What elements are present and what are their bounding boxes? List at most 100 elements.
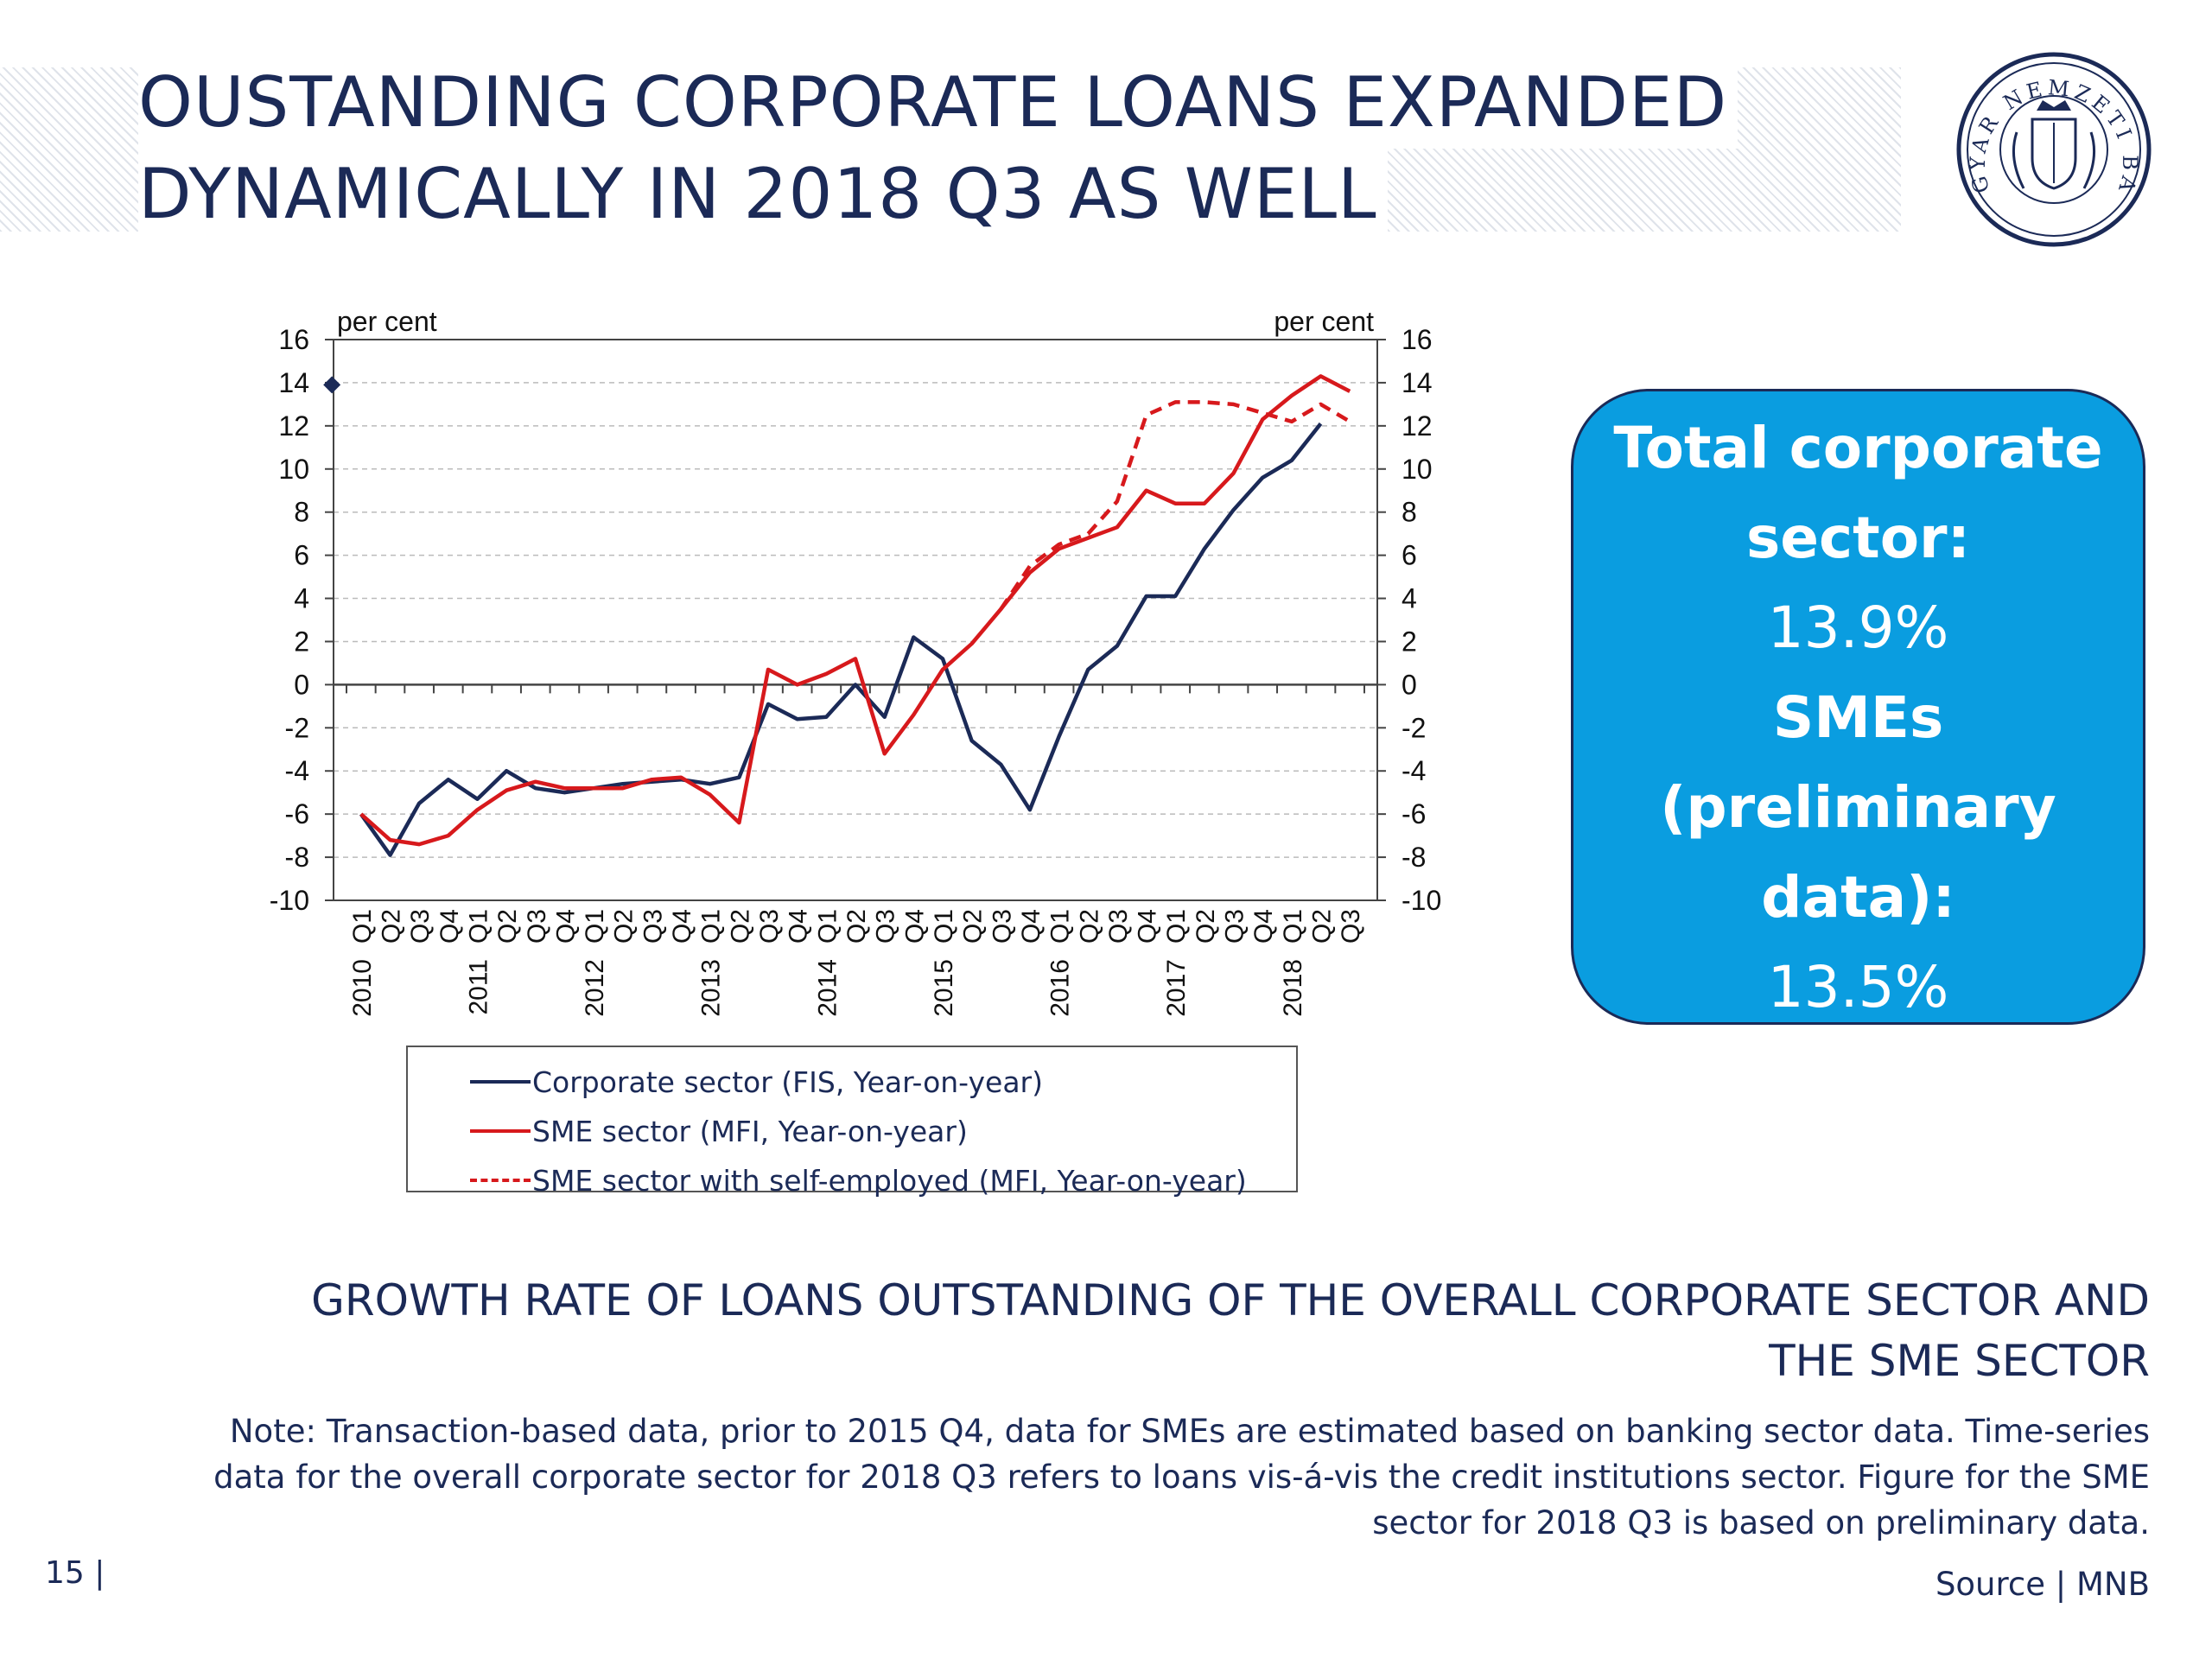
y-tick-label-right: 6	[1402, 540, 1417, 571]
chart-caption-line-1: GROWTH RATE OF LOANS OUTSTANDING OF THE …	[311, 1275, 2150, 1325]
x-tick-label-quarter: Q1	[930, 909, 958, 944]
x-tick-label-quarter: Q4	[668, 909, 696, 944]
x-tick-label-quarter: Q3	[988, 909, 1016, 944]
legend-label-sme: SME sector (MFI, Year-on-year)	[532, 1114, 968, 1148]
x-tick-label-quarter: Q3	[406, 909, 435, 944]
x-tick-label-quarter: Q1	[348, 909, 377, 944]
chart-note-line-1: Note: Transaction-based data, prior to 2…	[229, 1413, 2150, 1450]
x-tick-label-quarter: Q3	[1104, 909, 1133, 944]
legend-label-sme-self-employed: SME sector with self-employed (MFI, Year…	[532, 1163, 1247, 1198]
x-tick-label-quarter: Q4	[1134, 909, 1162, 944]
y-tick-label-left: 16	[278, 324, 309, 355]
y-tick-label-right: 14	[1402, 367, 1433, 398]
x-tick-label-quarter: Q3	[639, 909, 667, 944]
growth-rate-callout: Total corporate sector: 13.9% SMEs (prel…	[1571, 389, 2145, 1025]
x-tick-label-year: 2014	[813, 959, 842, 1017]
y-tick-label-right: 2	[1402, 626, 1417, 657]
y-axis-unit-right: per cent	[1274, 306, 1374, 337]
legend-item-sme-self-employed: SME sector with self-employed (MFI, Year…	[470, 1156, 1247, 1205]
y-tick-label-left: 2	[294, 626, 309, 657]
plot-frame	[333, 339, 1378, 901]
chart-legend: Corporate sector (FIS, Year-on-year) SME…	[406, 1046, 1298, 1198]
x-tick-label-quarter: Q4	[785, 909, 813, 944]
y-tick-label-right: -10	[1402, 885, 1441, 916]
page-title-line-1: OUSTANDING CORPORATE LOANS EXPANDED	[138, 57, 1738, 149]
y-tick-label-left: -4	[285, 755, 309, 786]
x-tick-label-year: 2011	[464, 959, 493, 1015]
chart-axes	[325, 339, 1386, 901]
y-axis-unit-left: per cent	[337, 306, 437, 337]
x-tick-label-quarter: Q4	[1017, 909, 1046, 944]
x-tick-label-quarter: Q1	[464, 909, 493, 944]
x-tick-label-year: 2013	[697, 959, 726, 1017]
x-tick-label-quarter: Q2	[493, 909, 522, 944]
callout-sme-label-line-2: (preliminary	[1660, 774, 2056, 841]
series-final-marker-0	[323, 376, 341, 394]
x-tick-label-quarter: Q2	[726, 909, 754, 944]
legend-label-corporate: Corporate sector (FIS, Year-on-year)	[532, 1065, 1044, 1099]
y-tick-label-right: 12	[1402, 410, 1433, 442]
x-tick-label-quarter: Q3	[523, 909, 551, 944]
x-tick-label-quarter: Q1	[697, 909, 726, 944]
source-label: Source | MNB	[1935, 1566, 2150, 1603]
y-tick-label-right: -8	[1402, 842, 1426, 873]
x-tick-label-quarter: Q2	[610, 909, 639, 944]
x-tick-label-quarter: Q4	[435, 909, 464, 944]
y-tick-label-left: -8	[285, 842, 309, 873]
legend-swatch-corporate	[470, 1080, 531, 1084]
x-tick-label-quarter: Q4	[551, 909, 580, 944]
y-tick-label-left: 12	[278, 410, 309, 442]
x-tick-label-year: 2016	[1046, 959, 1075, 1017]
legend-item-corporate: Corporate sector (FIS, Year-on-year)	[470, 1058, 1043, 1106]
y-tick-label-left: 4	[294, 583, 309, 614]
x-tick-label-quarter: Q1	[813, 909, 842, 944]
y-tick-label-left: -10	[270, 885, 309, 916]
y-tick-label-right: 10	[1402, 454, 1433, 485]
chart-labels: 16 16 14 14 12 12 10 10 8 8 6 6 4 4 2 2 0 0 -2 -2 -4 -4 -6 -6 -8…	[270, 306, 1442, 1017]
x-tick-label-quarter: Q2	[377, 909, 405, 944]
x-tick-label-quarter: Q4	[900, 909, 929, 944]
y-tick-label-right: -6	[1402, 798, 1426, 830]
x-tick-label-quarter: Q3	[755, 909, 784, 944]
y-tick-label-right: 4	[1402, 583, 1417, 614]
chart-note-line-3: sector for 2018 Q3 is based on prelimina…	[1372, 1504, 2150, 1541]
y-tick-label-right: 8	[1402, 497, 1417, 528]
x-tick-label-year: 2010	[348, 959, 377, 1017]
x-tick-label-quarter: Q2	[1192, 909, 1220, 944]
mnb-seal-logo: MAGYAR NEMZETI BANK	[1955, 50, 2152, 247]
series-line-2	[999, 400, 1351, 611]
legend-item-sme: SME sector (MFI, Year-on-year)	[470, 1107, 968, 1155]
y-tick-label-left: 0	[294, 669, 309, 700]
x-tick-label-quarter: Q2	[1075, 909, 1103, 944]
x-tick-label-quarter: Q1	[1162, 909, 1191, 944]
x-tick-label-quarter: Q2	[1308, 909, 1337, 944]
chart-note: Note: Transaction-based data, prior to 2…	[93, 1408, 2150, 1546]
chart-note-line-2: data for the overall corporate sector fo…	[213, 1459, 2150, 1496]
chart-grid	[334, 382, 1377, 858]
legend-swatch-sme	[470, 1129, 531, 1133]
x-tick-label-quarter: Q3	[1337, 909, 1365, 944]
chart-caption: GROWTH RATE OF LOANS OUTSTANDING OF THE …	[162, 1270, 2150, 1391]
x-tick-label-quarter: Q3	[872, 909, 900, 944]
y-tick-label-left: 8	[294, 497, 309, 528]
y-tick-label-right: 16	[1402, 324, 1433, 355]
y-tick-label-right: 0	[1402, 669, 1417, 700]
page-title-line-2: DYNAMICALLY IN 2018 Q3 AS WELL	[138, 149, 1388, 240]
x-tick-label-quarter: Q1	[1046, 909, 1075, 944]
x-tick-label-quarter: Q2	[959, 909, 988, 944]
x-tick-label-quarter: Q2	[842, 909, 871, 944]
y-tick-label-left: -2	[285, 712, 309, 743]
y-tick-label-left: 10	[278, 454, 309, 485]
x-tick-label-quarter: Q4	[1249, 909, 1278, 944]
y-tick-label-left: -6	[285, 798, 309, 830]
legend-swatch-sme-self-employed	[470, 1179, 531, 1182]
callout-corporate-label-line-2: sector:	[1745, 505, 1970, 571]
y-tick-label-right: -4	[1402, 755, 1426, 786]
callout-sme-label-line-1: SMEs	[1772, 684, 1944, 751]
page-title: OUSTANDING CORPORATE LOANS EXPANDED DYNA…	[138, 57, 1738, 240]
x-tick-label-quarter: Q3	[1221, 909, 1249, 944]
x-tick-label-year: 2012	[581, 959, 609, 1017]
x-tick-label-quarter: Q1	[1279, 909, 1307, 944]
callout-sme-value: 13.5%	[1767, 954, 1949, 1020]
